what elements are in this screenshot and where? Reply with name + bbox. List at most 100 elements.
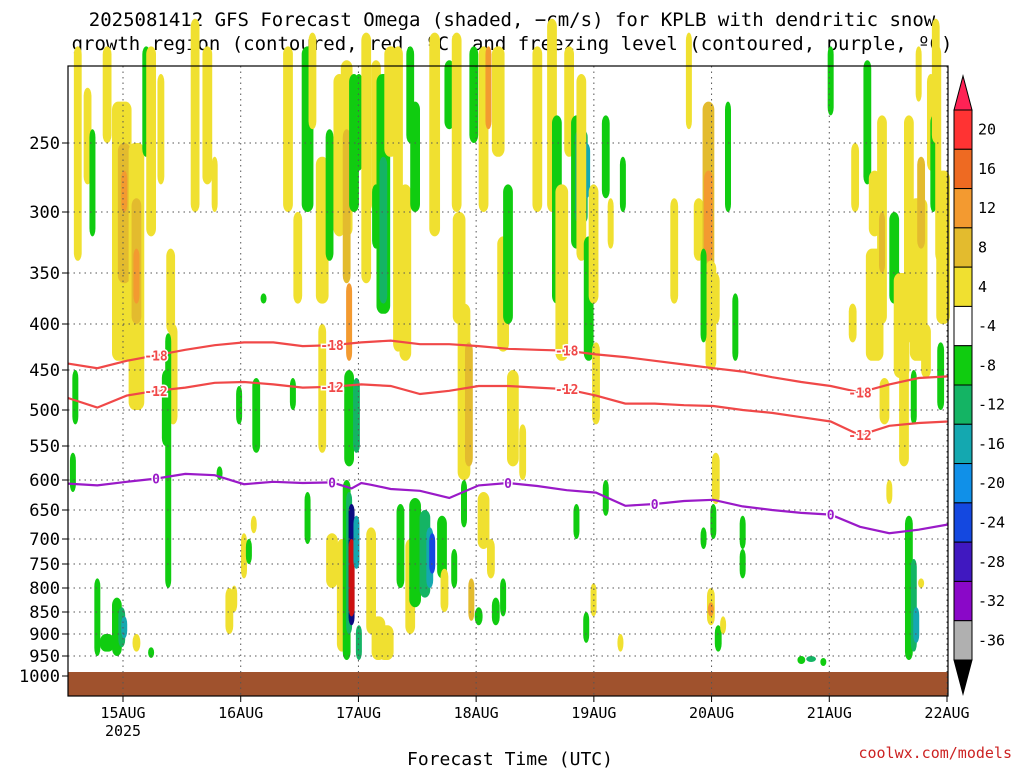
- x-tick-sublabel: 2025: [105, 722, 141, 740]
- omega-cell-pos4: [555, 184, 569, 361]
- omega-cell-pos4: [693, 198, 704, 261]
- omega-cell-pos4: [132, 634, 141, 652]
- y-tick-label: 450: [29, 361, 60, 381]
- colorbar-swatch: [953, 266, 973, 307]
- contour-label: -18: [144, 349, 168, 364]
- omega-cell-neg8: [379, 156, 388, 304]
- y-tick-label: 800: [29, 579, 60, 599]
- omega-cell-neg4: [910, 370, 917, 425]
- omega-cell-neg4: [469, 46, 479, 143]
- omega-cell-pos4: [250, 515, 257, 534]
- omega-cell-pos4: [936, 170, 950, 324]
- colorbar-bottom-arrow: [953, 659, 973, 696]
- omega-cell-neg4: [619, 156, 626, 212]
- omega-cell-neg4: [500, 578, 507, 617]
- omega-cell-pos4: [848, 303, 857, 343]
- colorbar-swatch: [953, 384, 973, 425]
- chart-title: 2025081412 GFS Forecast Omega (shaded, −…: [0, 8, 1024, 56]
- omega-cell-neg4: [739, 515, 746, 549]
- omega-cell-pos4: [588, 184, 599, 304]
- omega-cell-neg8: [806, 656, 816, 662]
- omega-cell-pos4: [685, 32, 692, 130]
- omega-cell-pos8: [468, 578, 475, 621]
- omega-cell-pos4: [921, 324, 931, 378]
- grid-lines: [68, 66, 948, 696]
- omega-cell-neg4: [739, 549, 746, 579]
- omega-cell-pos4: [293, 212, 303, 304]
- omega-cell-neg4: [148, 647, 155, 658]
- omega-cell-pos4: [899, 351, 909, 467]
- omega-cell-pos4: [576, 74, 587, 261]
- contour-label: -12: [144, 385, 167, 400]
- y-tick-label: 300: [29, 203, 60, 223]
- omega-cell-neg4: [165, 333, 172, 588]
- plot-frame: [67, 65, 949, 697]
- y-tick-label: 500: [29, 401, 60, 421]
- omega-cell-neg4: [409, 498, 421, 608]
- omega-cell-neg4: [797, 656, 806, 664]
- omega-cell-pos4: [851, 143, 860, 212]
- colorbar-swatch: [953, 580, 973, 622]
- x-tick-label: 19AUG: [571, 704, 616, 722]
- y-tick-label: 250: [29, 134, 60, 154]
- contour-line: [67, 339, 949, 394]
- colorbar-swatch: [953, 188, 973, 229]
- colorbar-label: -16: [978, 435, 1005, 453]
- omega-cell-pos4: [440, 568, 449, 612]
- omega-cell-pos4: [361, 32, 372, 284]
- omega-cell-pos8: [879, 212, 885, 273]
- omega-cell-pos8: [117, 143, 131, 284]
- omega-cell-pos4: [157, 74, 165, 185]
- colorbar-label: -8: [978, 356, 996, 374]
- omega-cell-neg4: [725, 101, 731, 212]
- y-tick-label: 650: [29, 501, 60, 521]
- colorbar-swatch: [953, 463, 973, 504]
- omega-cell-pos4: [211, 156, 218, 212]
- colorbar-label: -12: [978, 396, 1005, 414]
- omega-cell-pos4: [617, 634, 624, 652]
- omega-cell-neg4: [827, 46, 834, 116]
- omega-cell-neg4: [700, 248, 707, 343]
- omega-cell-pos4: [711, 273, 720, 324]
- colorbar-label: 20: [978, 121, 996, 139]
- omega-cell-pos4: [308, 32, 317, 130]
- colorbar-label: 12: [978, 199, 996, 217]
- omega-cell-neg4: [583, 612, 590, 643]
- omega-cell-pos4: [720, 616, 727, 634]
- omega-cell-neg4: [700, 527, 707, 549]
- terrain-layer: [68, 672, 948, 696]
- y-tick-label: 850: [29, 603, 60, 623]
- omega-cell-pos4: [918, 578, 925, 588]
- omega-cell-pos4: [452, 212, 466, 324]
- omega-cell-neg4: [491, 597, 500, 626]
- omega-cell-neg4: [325, 129, 334, 261]
- omega-cell-pos4: [915, 46, 922, 102]
- omega-cell-neg4: [72, 370, 79, 425]
- omega-cell-pos8: [917, 156, 926, 249]
- omega-cell-neg4: [344, 370, 354, 467]
- omega-cell-neg4: [732, 293, 739, 361]
- y-tick-label: 350: [29, 264, 60, 284]
- omega-cell-neg4: [396, 504, 405, 588]
- contour-line: [67, 472, 949, 535]
- omega-cell-pos8: [464, 342, 473, 467]
- omega-cell-pos4: [326, 533, 338, 588]
- contour-label: 0: [152, 473, 160, 488]
- y-tick-label: 750: [29, 555, 60, 575]
- omega-cell-pos12: [121, 170, 128, 212]
- contour-line: [67, 380, 949, 437]
- omega-cell-pos4: [225, 588, 234, 634]
- y-tick-label: 550: [29, 437, 60, 457]
- contour-label: 0: [827, 509, 835, 524]
- credit-text: coolwx.com/models: [858, 744, 1012, 762]
- colorbar-label: -24: [978, 514, 1005, 532]
- colorbar-label: -28: [978, 553, 1005, 571]
- colorbar-swatch: [953, 305, 973, 347]
- omega-cell-pos8: [342, 129, 351, 284]
- omega-cell-neg4: [863, 60, 872, 185]
- colorbar-label: 8: [978, 239, 987, 257]
- omega-cell-neg4: [573, 504, 580, 539]
- omega-cell-pos4: [315, 156, 329, 304]
- omega-cell-pos4: [491, 46, 505, 157]
